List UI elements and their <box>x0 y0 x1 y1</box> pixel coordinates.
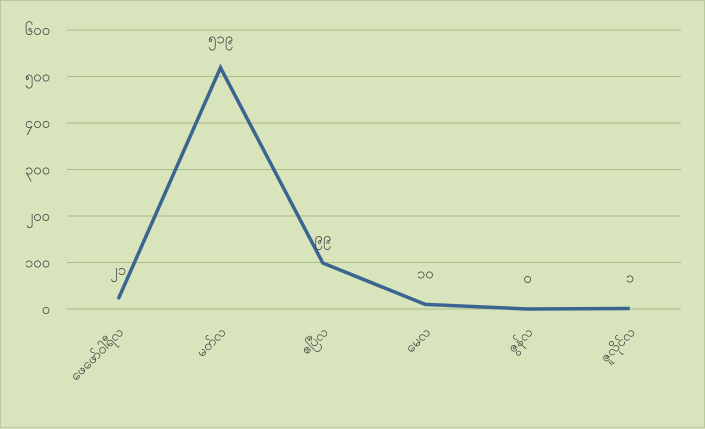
y-tick-label: ၃၀၀ <box>25 161 50 182</box>
data-label: ၂၁ <box>110 261 126 282</box>
y-tick-label: ၆၀၀ <box>25 21 50 39</box>
y-tick-label: ၁၀၀ <box>25 254 50 272</box>
x-tick-label: ဇွန်လ <box>505 325 538 358</box>
gridlines <box>67 29 681 310</box>
data-label: ၁၀ <box>417 264 434 282</box>
x-tick-label: ဇူလိုင်လ <box>597 325 640 368</box>
y-tick-label: ၅၀၀ <box>25 68 50 89</box>
data-label: ၀ <box>523 269 531 287</box>
y-axis-tick-labels: ၀ ၁၀၀ ၂၀၀ ၃၀၀ ၄၀၀ ၅၀၀ ၆၀၀ <box>25 21 50 318</box>
series-line <box>116 63 630 311</box>
x-tick-label: မတ်လ <box>193 325 229 361</box>
data-label: ၉၉ <box>314 229 331 250</box>
y-tick-label: ၀ <box>42 300 50 318</box>
y-tick-label: ၂၀၀ <box>26 207 50 228</box>
x-tick-label: ဧပြီလ <box>298 325 333 360</box>
y-tick-label: ၄၀၀ <box>25 114 50 135</box>
x-tick-label: ဖေဖော်ဝါရီလ <box>67 325 128 386</box>
x-axis-category-labels: ဖေဖော်ဝါရီလ မတ်လ ဧပြီလ မေလ ဇွန်လ ဇူလိုင်လ <box>67 325 640 386</box>
data-label: ၅၁၉ <box>208 30 233 51</box>
data-label: ၁ <box>626 269 634 287</box>
x-tick-label: မေလ <box>402 325 434 357</box>
series-group <box>116 63 630 311</box>
